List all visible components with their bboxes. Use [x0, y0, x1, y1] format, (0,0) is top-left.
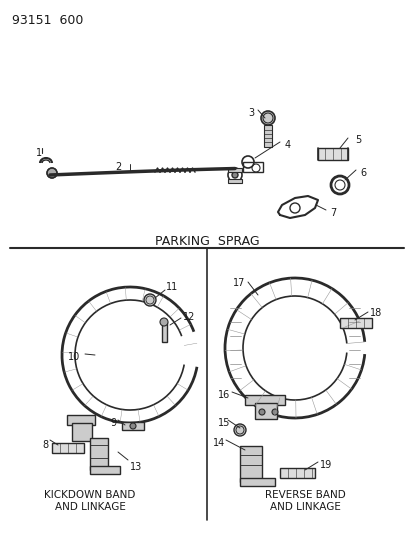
Bar: [263, 125, 271, 147]
Bar: [244, 395, 284, 405]
Circle shape: [144, 294, 156, 306]
Bar: [240, 478, 274, 486]
Text: 12: 12: [183, 312, 195, 322]
Circle shape: [259, 409, 264, 415]
Bar: [161, 322, 166, 342]
Bar: [122, 422, 144, 430]
Circle shape: [47, 168, 57, 178]
Bar: [279, 468, 314, 478]
Text: 3: 3: [247, 108, 254, 118]
Text: 13: 13: [130, 462, 142, 472]
Text: 4: 4: [284, 140, 290, 150]
Text: 5: 5: [354, 135, 361, 145]
Text: 17: 17: [233, 278, 245, 288]
Text: 93151  600: 93151 600: [12, 14, 83, 27]
Bar: [90, 466, 120, 474]
Circle shape: [271, 409, 277, 415]
Text: 11: 11: [166, 282, 178, 292]
Bar: [228, 168, 242, 172]
Circle shape: [130, 423, 136, 429]
Text: PARKING  SPRAG: PARKING SPRAG: [154, 235, 259, 248]
Circle shape: [233, 424, 245, 436]
Text: 10: 10: [68, 352, 80, 362]
Text: 7: 7: [329, 208, 335, 218]
Text: 9: 9: [110, 418, 116, 428]
Bar: [52, 443, 84, 453]
Text: KICKDOWN BAND
AND LINKAGE: KICKDOWN BAND AND LINKAGE: [44, 490, 135, 512]
Circle shape: [231, 172, 237, 178]
Text: 1: 1: [36, 148, 42, 158]
Bar: [339, 318, 371, 328]
Text: 19: 19: [319, 460, 332, 470]
Bar: [317, 148, 347, 160]
Bar: [240, 446, 261, 482]
Text: 18: 18: [369, 308, 381, 318]
Bar: [72, 423, 92, 441]
Text: 14: 14: [212, 438, 225, 448]
Text: 8: 8: [42, 440, 48, 450]
Bar: [90, 438, 108, 470]
Bar: [228, 179, 242, 183]
Bar: [67, 415, 95, 425]
Text: 2: 2: [115, 162, 121, 172]
Text: REVERSE BAND
AND LINKAGE: REVERSE BAND AND LINKAGE: [264, 490, 344, 512]
Bar: [254, 403, 276, 419]
Text: 15: 15: [218, 418, 230, 428]
Circle shape: [159, 318, 168, 326]
Text: 6: 6: [359, 168, 365, 178]
Text: 16: 16: [218, 390, 230, 400]
Bar: [242, 162, 262, 172]
Circle shape: [260, 111, 274, 125]
